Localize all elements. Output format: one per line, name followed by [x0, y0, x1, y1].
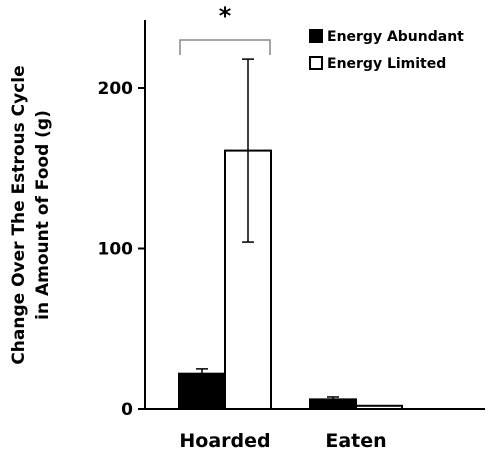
- y-tick-label: 200: [98, 79, 134, 99]
- x-category-label: Hoarded: [179, 430, 270, 452]
- x-category-label: Eaten: [325, 430, 386, 452]
- y-axis-label: Change Over The Estrous Cycle in Amount …: [9, 65, 53, 364]
- y-tick-label: 0: [121, 400, 133, 420]
- legend: Energy Abundant Energy Limited: [309, 29, 464, 72]
- significance-bracket: [179, 39, 271, 55]
- legend-swatch: [309, 56, 323, 70]
- legend-swatch: [309, 29, 323, 43]
- significance-star: *: [219, 2, 232, 30]
- legend-entry-label: Energy Abundant: [327, 29, 464, 45]
- y-tick-label: 100: [98, 240, 134, 260]
- y-axis-label-line-2: in Amount of Food (g): [33, 110, 53, 320]
- y-axis-label-line-1: Change Over The Estrous Cycle: [9, 65, 29, 364]
- legend-entry-label: Energy Limited: [327, 56, 446, 72]
